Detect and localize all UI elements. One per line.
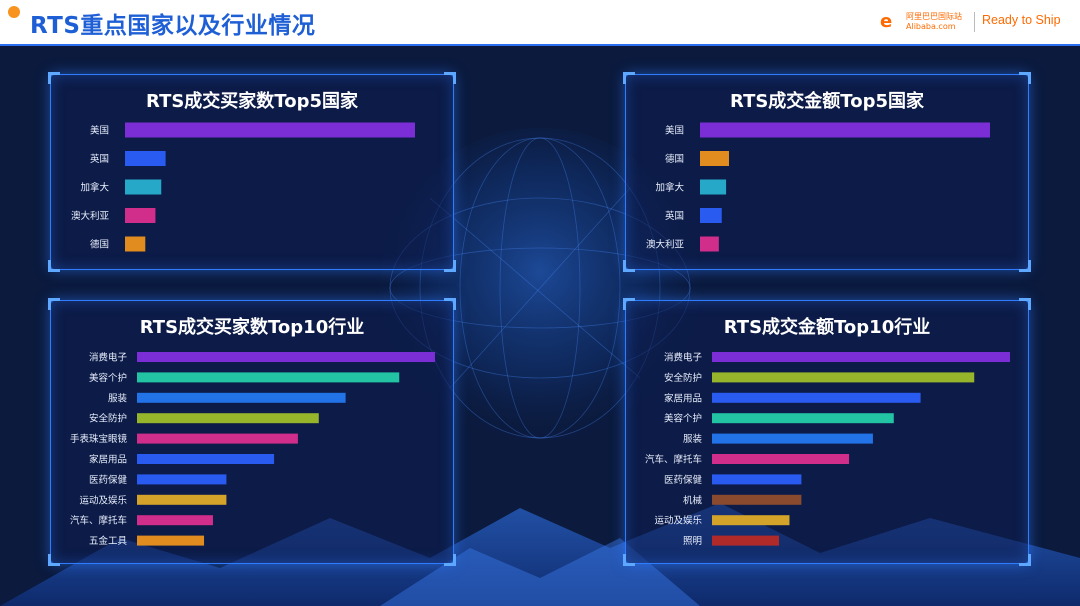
bar xyxy=(125,208,156,223)
category-label: 手表珠宝眼镜 xyxy=(70,433,128,445)
category-label: 家居用品 xyxy=(89,454,127,466)
mountain-range xyxy=(0,503,1080,606)
category-label: 照明 xyxy=(683,536,702,547)
category-label: 服装 xyxy=(108,392,128,404)
panel-amount-country: RTS成交金额Top5国家 美国德国加拿大英国澳大利亚 xyxy=(623,72,1031,272)
bar xyxy=(137,494,227,505)
page-title: RTS重点国家以及行业情况 xyxy=(30,13,316,39)
bar xyxy=(137,515,213,526)
bar xyxy=(137,413,319,424)
category-label: 安全防护 xyxy=(664,372,702,384)
panel-buyers-industry: RTS成交买家数Top10行业 消费电子美容个护服装安全防护手表珠宝眼镜家居用品… xyxy=(48,298,456,566)
panel-title-amount-country: RTS成交金额Top5国家 xyxy=(730,91,924,112)
bar xyxy=(712,474,802,485)
logo-divider xyxy=(974,12,975,32)
logo-en-text: Alibaba.com xyxy=(906,22,956,31)
bar xyxy=(700,122,990,138)
category-label: 运动及娱乐 xyxy=(79,494,127,506)
bar xyxy=(125,236,146,252)
category-label: 医药保健 xyxy=(89,474,128,486)
bar xyxy=(712,372,975,383)
category-label: 服装 xyxy=(683,433,703,445)
category-label: 机械 xyxy=(683,494,703,506)
bar xyxy=(700,179,727,195)
bar xyxy=(125,151,166,166)
bar xyxy=(137,454,275,464)
category-label: 澳大利亚 xyxy=(71,210,110,222)
category-label: 医药保健 xyxy=(664,474,703,486)
header-bar: RTS重点国家以及行业情况 e 阿里巴巴国际站 Alibaba.com Read… xyxy=(0,0,1080,46)
category-label: 运动及娱乐 xyxy=(654,515,702,527)
bar xyxy=(712,433,873,444)
category-label: 安全防护 xyxy=(89,413,127,425)
logo-cn-text: 阿里巴巴国际站 xyxy=(906,12,962,21)
bar xyxy=(125,122,415,138)
category-label: 加拿大 xyxy=(80,182,109,194)
category-label: 五金工具 xyxy=(89,535,128,547)
category-label: 美容个护 xyxy=(89,372,127,384)
category-label: 消费电子 xyxy=(664,352,703,364)
bar xyxy=(712,515,790,526)
bar xyxy=(700,208,722,223)
panel-buyers-country: RTS成交买家数Top5国家 美国英国加拿大澳大利亚德国 xyxy=(48,72,456,272)
category-label: 汽车、摩托车 xyxy=(70,515,127,527)
category-label: 美容个护 xyxy=(664,413,702,425)
alibaba-logo-icon: e xyxy=(880,11,893,32)
bar xyxy=(137,352,435,362)
bar xyxy=(137,433,298,444)
bar xyxy=(137,535,205,546)
category-label: 美国 xyxy=(665,125,684,137)
background-art xyxy=(0,128,1080,606)
category-label: 加拿大 xyxy=(655,182,684,194)
category-label: 德国 xyxy=(665,153,684,165)
globe-glow xyxy=(380,128,700,448)
ready-to-ship-tag: Ready to Ship xyxy=(982,13,1061,27)
alibaba-logo: e 阿里巴巴国际站 Alibaba.com xyxy=(880,12,976,34)
panel-title-buyers-country: RTS成交买家数Top5国家 xyxy=(146,91,358,112)
panel-title-buyers-industry: RTS成交买家数Top10行业 xyxy=(139,317,365,338)
category-label: 英国 xyxy=(665,210,684,222)
globe-grid xyxy=(389,137,691,439)
category-label: 英国 xyxy=(90,153,109,165)
category-label: 消费电子 xyxy=(89,352,128,364)
bar xyxy=(137,372,400,383)
category-label: 家居用品 xyxy=(664,392,702,404)
mountain-peak xyxy=(380,538,700,606)
panel-title-amount-industry: RTS成交金额Top10行业 xyxy=(723,317,931,338)
category-label: 澳大利亚 xyxy=(646,239,685,251)
bar xyxy=(125,179,162,195)
category-label: 汽车、摩托车 xyxy=(645,454,702,466)
bar xyxy=(700,151,729,166)
bar xyxy=(712,352,1010,362)
bar xyxy=(712,392,921,403)
bar xyxy=(712,454,850,464)
chart-buyers-industry: 消费电子美容个护服装安全防护手表珠宝眼镜家居用品医药保健运动及娱乐汽车、摩托车五… xyxy=(70,352,435,547)
bar xyxy=(137,392,346,403)
bar xyxy=(712,535,780,546)
category-label: 德国 xyxy=(90,239,109,251)
category-label: 美国 xyxy=(90,125,109,137)
bar xyxy=(700,236,719,252)
orange-dot-icon xyxy=(8,6,20,18)
bar xyxy=(712,494,802,505)
bar xyxy=(712,413,894,424)
bar xyxy=(137,474,227,485)
panel-amount-industry: RTS成交金额Top10行业 消费电子安全防护家居用品美容个护服装汽车、摩托车医… xyxy=(623,298,1031,566)
